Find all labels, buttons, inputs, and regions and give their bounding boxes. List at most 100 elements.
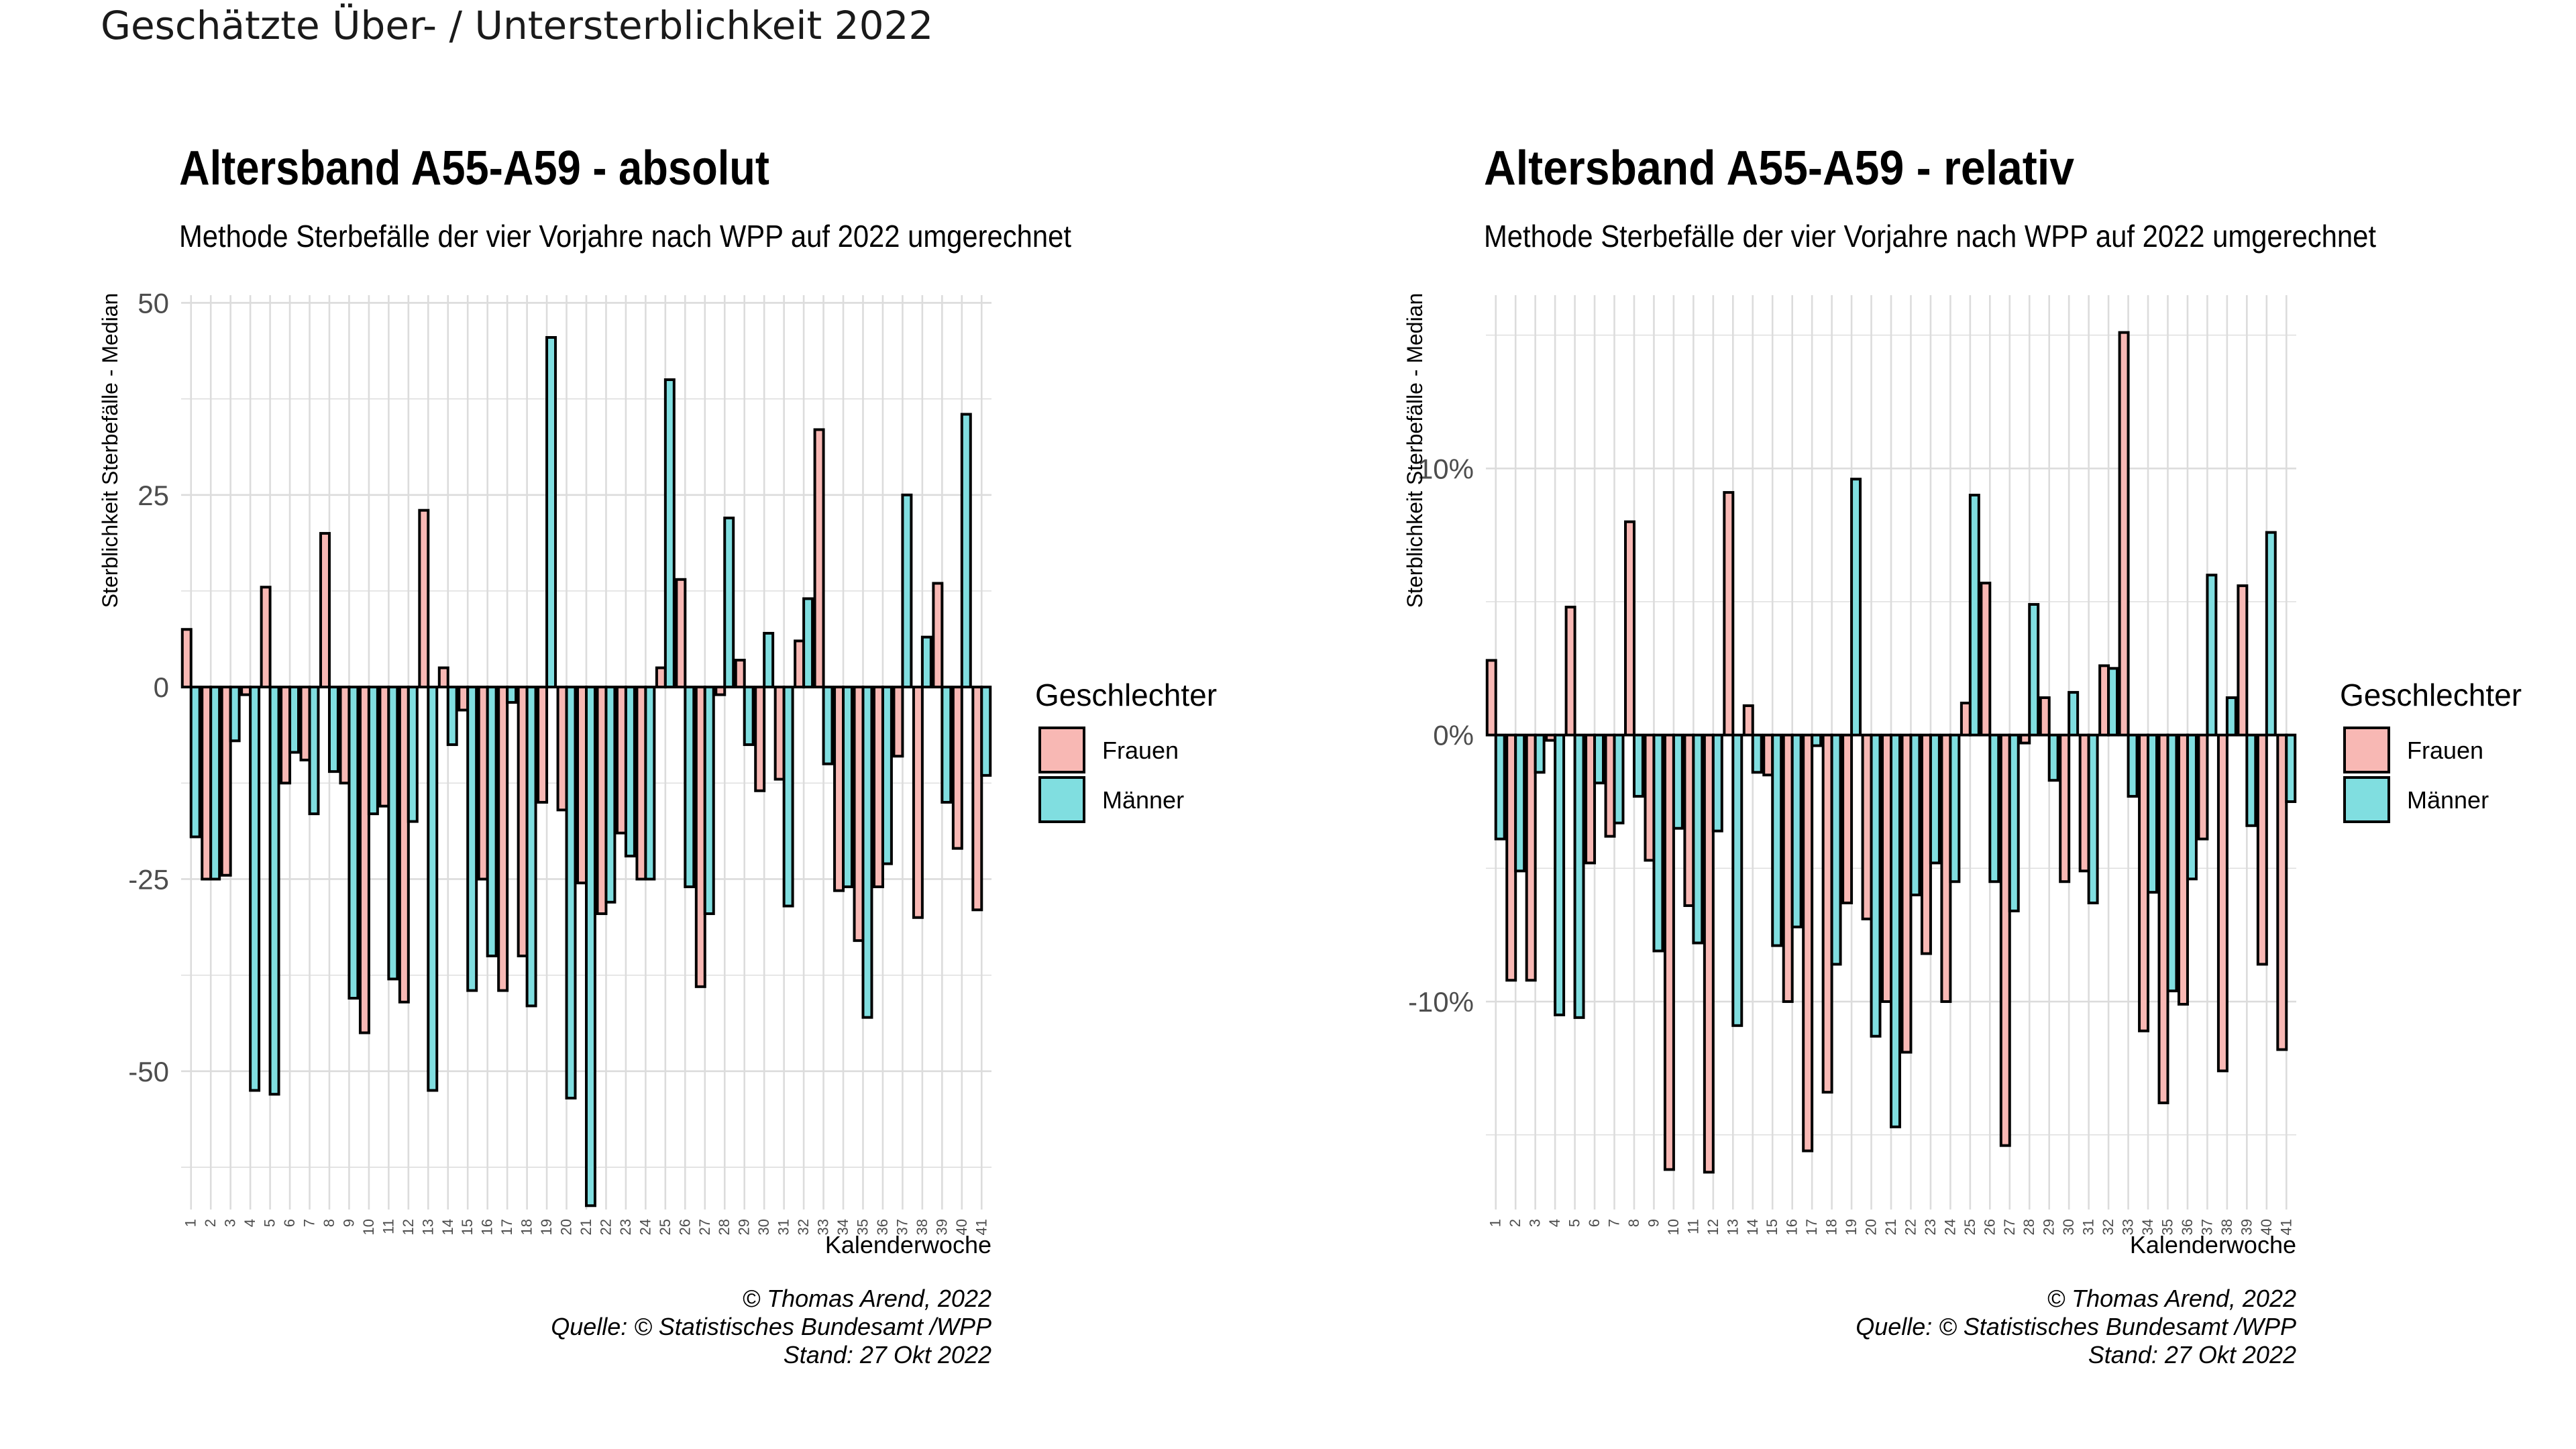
- x-tick-label: 38: [914, 1219, 930, 1235]
- bar-männer-week-23: [624, 686, 636, 858]
- bar-männer-week-10: [1672, 733, 1684, 830]
- x-tick-label: 39: [2238, 1219, 2255, 1235]
- bar-männer-week-29: [743, 686, 755, 747]
- caption-line: Stand: 27 Okt 2022: [2088, 1341, 2296, 1368]
- bar-männer-week-11: [1692, 733, 1704, 945]
- legend-key-frauen: [1038, 727, 1085, 773]
- bar-männer-week-26: [1988, 733, 2000, 883]
- bar-männer-week-30: [2068, 691, 2080, 737]
- x-tick-label: 30: [755, 1219, 772, 1235]
- bar-frauen-week-29: [2039, 696, 2051, 737]
- x-tick-label: 41: [2277, 1219, 2294, 1235]
- x-tick-label: 2: [202, 1219, 219, 1227]
- x-tick-label: 23: [617, 1219, 634, 1235]
- bar-männer-week-38: [2225, 696, 2237, 737]
- bar-männer-week-11: [387, 686, 399, 981]
- x-axis-label: Kalenderwoche: [2130, 1231, 2296, 1258]
- bar-männer-week-16: [1790, 733, 1803, 928]
- bar-frauen-week-38: [912, 686, 924, 919]
- chart-panel-1: Altersband A55-A59 - absolut Methode Ster…: [98, 142, 1217, 1368]
- x-tick-label: 10: [1665, 1219, 1682, 1235]
- x-tick-label: 39: [933, 1219, 950, 1235]
- bar-frauen-week-3: [220, 686, 232, 877]
- x-tick-label: 9: [340, 1219, 357, 1227]
- legend: Geschlechter Frauen Männer: [2340, 678, 2522, 823]
- bar-frauen-week-28: [714, 686, 727, 696]
- y-tick-label: -50: [128, 1056, 169, 1087]
- x-tick-label: 36: [2179, 1219, 2196, 1235]
- bar-männer-week-24: [644, 686, 656, 881]
- bar-männer-week-31: [782, 686, 794, 908]
- x-tick-label: 41: [973, 1219, 989, 1235]
- x-tick-label: 30: [2060, 1219, 2077, 1235]
- bar-männer-week-25: [1968, 494, 1980, 737]
- bar-männer-week-20: [1870, 733, 1882, 1038]
- bars: [180, 335, 992, 1208]
- x-tick-label: 20: [558, 1219, 575, 1235]
- bar-frauen-week-27: [1999, 733, 2011, 1147]
- x-tick-label: 3: [222, 1219, 239, 1227]
- bar-männer-week-16: [486, 686, 498, 958]
- x-tick-label: 20: [1863, 1219, 1880, 1235]
- legend-title: Geschlechter: [2340, 678, 2522, 712]
- caption-line: Quelle: © Statistisches Bundesamt /WPP: [1856, 1313, 2296, 1340]
- bar-männer-week-34: [842, 686, 853, 888]
- bar-männer-week-18: [525, 686, 537, 1008]
- legend-label: Männer: [2407, 786, 2489, 814]
- caption-line: © Thomas Arend, 2022: [743, 1285, 991, 1312]
- x-tick-label: 34: [835, 1219, 851, 1235]
- x-tick-label: 1: [182, 1219, 199, 1227]
- bar-frauen-week-10: [358, 686, 370, 1034]
- x-tick-label: 19: [1843, 1219, 1860, 1235]
- bar-männer-week-21: [1890, 733, 1901, 1128]
- x-tick-label: 40: [2258, 1219, 2275, 1235]
- y-tick-label: -25: [128, 863, 169, 895]
- x-tick-label: 1: [1487, 1219, 1504, 1227]
- bar-männer-week-32: [802, 597, 814, 689]
- x-tick-label: 28: [716, 1219, 733, 1235]
- bar-männer-week-35: [861, 686, 873, 1019]
- bar-männer-week-8: [327, 686, 339, 773]
- bar-männer-week-24: [1949, 733, 1961, 883]
- chart-title: Altersband A55-A59 - absolut: [179, 142, 769, 195]
- bar-männer-week-29: [2047, 733, 2059, 782]
- x-tick-label: 3: [1527, 1219, 1544, 1227]
- bar-frauen-week-1: [1485, 659, 1497, 737]
- bar-männer-week-19: [1850, 478, 1862, 737]
- bar-männer-week-39: [2245, 733, 2257, 827]
- x-tick-label: 27: [2001, 1219, 2018, 1235]
- bar-frauen-week-28: [2019, 733, 2031, 745]
- bar-frauen-week-38: [2216, 733, 2229, 1073]
- bar-männer-week-22: [1909, 733, 1921, 897]
- bar-männer-week-40: [960, 413, 972, 689]
- x-tick-label: 11: [380, 1219, 396, 1234]
- x-tick-label: 32: [2100, 1219, 2116, 1235]
- bar-frauen-week-5: [260, 586, 272, 689]
- x-tick-label: 40: [953, 1219, 970, 1235]
- y-tick-label: 0%: [1433, 720, 1474, 751]
- y-tick-label: -10%: [1408, 986, 1474, 1018]
- bar-männer-week-23: [1929, 733, 1941, 865]
- bar-männer-week-8: [1632, 733, 1644, 798]
- bar-männer-week-9: [1652, 733, 1664, 953]
- bar-frauen-week-14: [437, 666, 449, 689]
- chart-subtitle: Methode Sterbefälle der vier Vorjahre na…: [1484, 219, 2376, 254]
- bar-männer-week-40: [2265, 531, 2277, 737]
- x-tick-label: 6: [281, 1219, 298, 1227]
- x-tick-label: 13: [419, 1219, 436, 1235]
- bars: [1485, 331, 2297, 1174]
- x-tick-label: 7: [301, 1219, 318, 1227]
- bar-frauen-week-30: [754, 686, 766, 792]
- x-tick-label: 29: [736, 1219, 753, 1235]
- x-tick-label: 17: [1803, 1219, 1820, 1235]
- x-tick-label: 12: [400, 1219, 417, 1235]
- bar-männer-week-6: [1593, 733, 1605, 785]
- bar-frauen-week-13: [1723, 491, 1735, 737]
- bar-männer-week-13: [1731, 733, 1743, 1027]
- x-tick-label: 28: [2021, 1219, 2037, 1235]
- x-tick-label: 33: [2120, 1219, 2137, 1235]
- x-tick-label: 4: [1546, 1219, 1563, 1227]
- bar-frauen-week-1: [180, 628, 193, 689]
- bar-frauen-week-41: [971, 686, 983, 912]
- x-tick-label: 7: [1606, 1219, 1623, 1227]
